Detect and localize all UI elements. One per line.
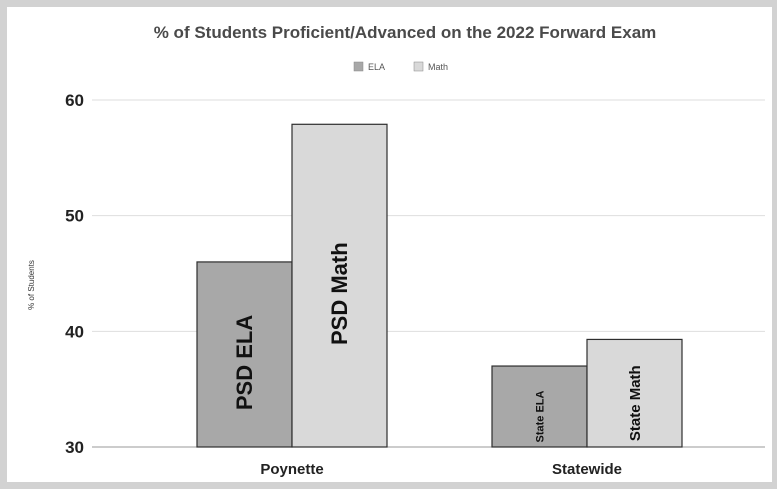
bar [491, 365, 588, 448]
y-axis-ticks: 30 40 50 60 [65, 91, 84, 457]
legend: ELA Math [353, 61, 448, 72]
x-axis-ticks: Poynette Statewide [260, 461, 622, 478]
bar-labels: PSD ELA PSD Math State ELA State Math [232, 242, 644, 442]
bar-label: State Math [627, 365, 644, 441]
y-tick-label: 60 [65, 91, 84, 110]
legend-swatch [413, 61, 424, 72]
bar-label: State ELA [534, 390, 546, 442]
bar [196, 261, 293, 448]
x-tick-label: Statewide [552, 461, 622, 478]
legend-label: Math [428, 62, 448, 72]
chart-title: % of Students Proficient/Advanced on the… [154, 23, 657, 42]
bar-label: PSD ELA [232, 315, 257, 410]
y-tick-label: 30 [65, 438, 84, 457]
y-tick-label: 40 [65, 322, 84, 341]
bars [196, 123, 683, 448]
bar [586, 338, 683, 448]
bar [291, 123, 388, 448]
bar-label: PSD Math [327, 242, 352, 345]
y-tick-label: 50 [65, 207, 84, 226]
legend-label: ELA [368, 62, 385, 72]
x-tick-label: Poynette [260, 461, 323, 478]
y-axis-label: % of Students [27, 260, 36, 310]
legend-swatch [353, 61, 364, 72]
